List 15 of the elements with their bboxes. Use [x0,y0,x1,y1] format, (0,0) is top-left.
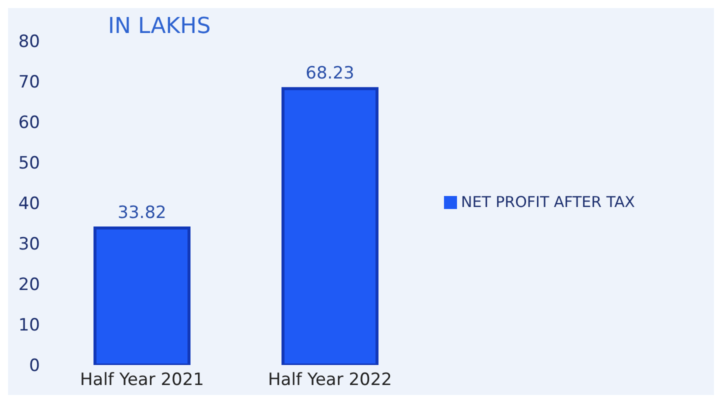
y-tick-label: 50 [18,154,40,174]
data-label: 33.82 [118,203,166,224]
x-tick-label: Half Year 2021 [80,370,204,390]
y-tick-label: 40 [18,194,40,214]
y-tick-label: 30 [18,234,40,255]
x-tick-label: Half Year 2022 [268,370,392,390]
y-tick-label: 60 [18,113,40,134]
y-tick-label: 0 [29,356,40,376]
chart-title: IN LAKHS [108,14,211,39]
data-label: 68.23 [306,64,354,84]
y-tick-label: 70 [18,72,40,93]
y-tick-label: 80 [18,32,40,52]
legend-label: NET PROFIT AFTER TAX [461,192,635,210]
y-tick-label: 20 [18,275,40,296]
y-tick-label: 10 [18,316,40,336]
